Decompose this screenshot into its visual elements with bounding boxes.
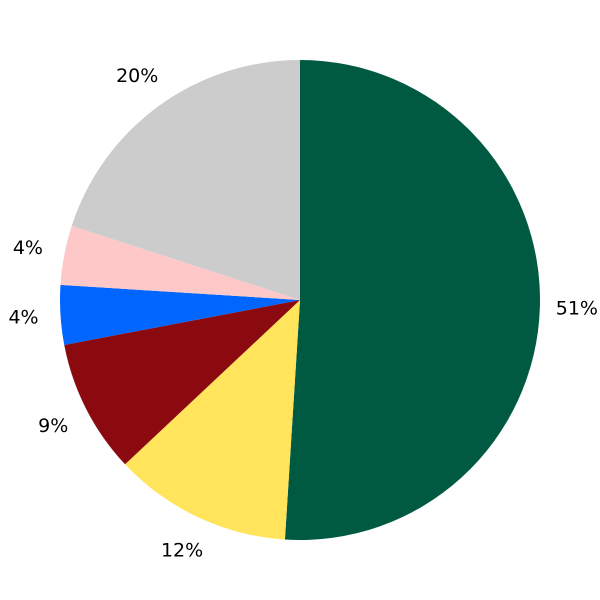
pie-slice: [59, 284, 300, 345]
pie-slice: [64, 300, 300, 465]
slice-label: 51%: [556, 298, 598, 320]
pie-slice: [60, 225, 300, 300]
slice-label: 12%: [161, 540, 203, 562]
pie-slice: [284, 60, 540, 540]
slice-label: 4%: [13, 237, 43, 259]
slice-label: 20%: [116, 65, 158, 87]
pie-slice: [71, 60, 301, 300]
slice-label: 4%: [8, 306, 38, 328]
pie-slice: [125, 300, 300, 540]
slice-label: 9%: [38, 415, 68, 437]
